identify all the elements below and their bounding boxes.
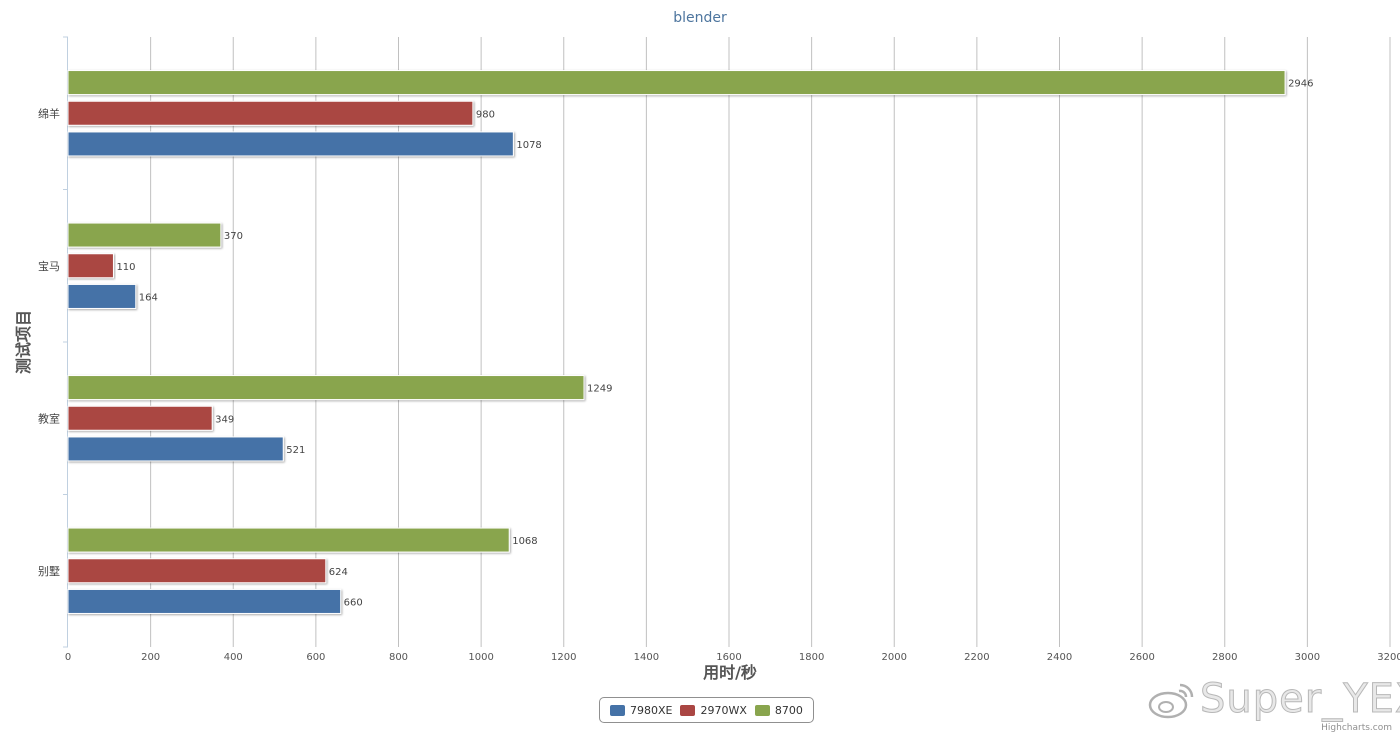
x-tick-label-10: 2000 — [882, 652, 907, 663]
category-label-1: 宝马 — [38, 259, 60, 273]
data-label-2970wx-2: 349 — [215, 414, 234, 425]
y-axis-title: 测试项目 — [14, 310, 33, 374]
bar-2970wx-3[interactable] — [67, 558, 327, 584]
category-label-2: 教室 — [38, 411, 60, 425]
x-tick-label-11: 2200 — [964, 652, 989, 663]
legend-label-2970wx: 2970WX — [700, 703, 747, 717]
credits-link[interactable]: Highcharts.com — [1321, 723, 1392, 733]
x-tick-label-1: 200 — [141, 652, 160, 663]
x-tick-label-12: 2400 — [1047, 652, 1072, 663]
data-label-8700-0: 2946 — [1288, 79, 1313, 90]
legend-swatch-2970wx — [680, 704, 696, 716]
x-tick-label-15: 3000 — [1295, 652, 1320, 663]
watermark-text: Super_YEX — [1199, 676, 1400, 723]
bar-2970wx-1[interactable] — [67, 253, 114, 279]
data-label-7980xe-3: 660 — [344, 597, 363, 608]
watermark: Super_YEX — [1146, 676, 1400, 723]
data-label-8700-3: 1068 — [512, 536, 537, 547]
x-tick-label-9: 1800 — [799, 652, 824, 663]
category-label-0: 绵羊 — [38, 106, 60, 120]
x-tick-label-14: 2800 — [1212, 652, 1237, 663]
data-label-2970wx-1: 110 — [116, 262, 135, 273]
x-tick-label-2: 400 — [224, 652, 243, 663]
category-label-3: 别墅 — [38, 565, 60, 578]
bar-8700-3[interactable] — [67, 527, 510, 553]
data-label-8700-1: 370 — [224, 231, 243, 242]
bar-7980xe-3[interactable] — [67, 588, 342, 614]
bar-8700-1[interactable] — [67, 222, 222, 248]
data-label-7980xe-2: 521 — [286, 445, 305, 456]
bar-7980xe-2[interactable] — [67, 436, 284, 462]
bar-2970wx-2[interactable] — [67, 405, 213, 431]
legend-item-7980xe[interactable]: 7980XE — [610, 704, 672, 717]
weibo-logo-icon — [1148, 683, 1194, 719]
bar-7980xe-0[interactable] — [67, 131, 514, 157]
bar-8700-0[interactable] — [67, 70, 1286, 96]
x-tick-label-13: 2600 — [1129, 652, 1154, 663]
data-label-2970wx-3: 624 — [329, 567, 348, 578]
grid-lines — [63, 36, 1391, 648]
x-tick-label-8: 1600 — [716, 652, 741, 663]
x-tick-label-3: 600 — [306, 652, 325, 663]
x-tick-label-6: 1200 — [551, 652, 576, 663]
x-tick-label-7: 1400 — [634, 652, 659, 663]
x-tick-label-16: 3200 — [1377, 652, 1400, 663]
chart-title: blender — [673, 10, 727, 26]
bar-8700-2[interactable] — [67, 375, 585, 401]
legend: 7980XE 2970WX 8700 — [599, 697, 814, 723]
bar-7980xe-1[interactable] — [67, 283, 137, 309]
data-label-7980xe-1: 164 — [139, 292, 158, 303]
legend-swatch-7980xe — [610, 704, 625, 716]
legend-swatch-8700 — [754, 704, 770, 716]
x-axis-ticks: 0 200 400 600 800 1000 1200 1400 1600 1800 2000 220… — [65, 652, 1400, 663]
data-label-7980xe-0: 1078 — [516, 140, 541, 151]
x-tick-label-0: 0 — [65, 652, 71, 663]
bars-group: 2946 980 1078 370 110 164 1249 349 521 1068 624 660 — [67, 70, 1314, 614]
legend-item-8700[interactable]: 8700 — [754, 703, 803, 717]
x-axis-title: 用时/秒 — [703, 663, 757, 682]
bar-2970wx-0[interactable] — [67, 100, 474, 126]
x-tick-label-4: 800 — [389, 652, 408, 663]
x-tick-label-5: 1000 — [468, 652, 493, 663]
data-label-2970wx-0: 980 — [476, 109, 495, 120]
legend-label-7980xe: 7980XE — [630, 703, 673, 717]
legend-label-8700: 8700 — [774, 703, 803, 717]
data-label-8700-2: 1249 — [587, 384, 612, 395]
legend-item-2970wx[interactable]: 2970WX — [680, 703, 747, 717]
